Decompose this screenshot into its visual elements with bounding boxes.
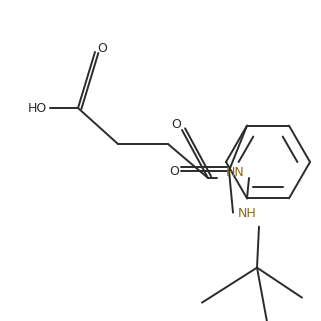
Text: O: O — [97, 41, 107, 55]
Text: O: O — [169, 165, 179, 178]
Text: O: O — [171, 118, 181, 132]
Text: HN: HN — [226, 166, 244, 178]
Text: HO: HO — [27, 101, 47, 115]
Text: NH: NH — [238, 207, 256, 220]
